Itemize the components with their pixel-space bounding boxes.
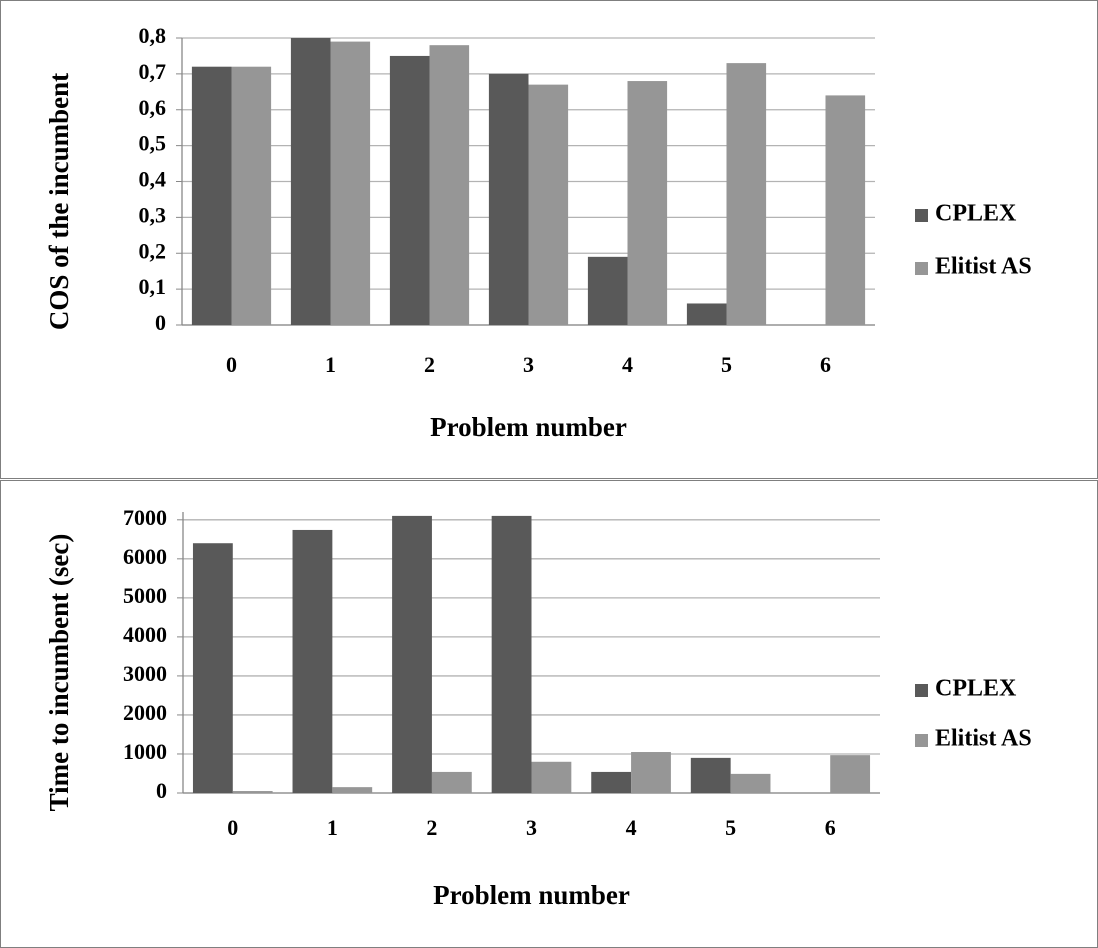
y-tick-label: 0,5 — [139, 131, 167, 156]
bar — [830, 755, 871, 793]
y-axis-title: Time to incumbent (sec) — [44, 534, 74, 812]
x-axis-title: Problem number — [433, 880, 630, 910]
bar — [528, 84, 569, 325]
y-axis-title: COS of the incumbent — [44, 73, 74, 330]
bar — [730, 773, 771, 793]
bar — [429, 45, 470, 326]
y-tick-label: 0,2 — [139, 238, 167, 263]
x-tick-label: 1 — [327, 815, 338, 840]
y-tick-label: 0 — [155, 310, 166, 335]
bar — [192, 543, 233, 793]
x-tick-label: 0 — [226, 352, 237, 377]
x-tick-label: 1 — [325, 352, 336, 377]
y-tick-label: 3000 — [123, 661, 167, 686]
legend-label: Elitist AS — [935, 726, 1032, 752]
bar — [332, 787, 373, 793]
x-tick-label: 2 — [426, 815, 437, 840]
y-tick-label: 0,7 — [139, 59, 167, 84]
x-tick-label: 6 — [825, 815, 836, 840]
y-tick-label: 2000 — [123, 700, 167, 725]
bar — [292, 529, 333, 793]
y-tick-label: 0,6 — [139, 95, 167, 120]
bar — [591, 771, 632, 793]
bar — [631, 752, 671, 793]
bar — [627, 81, 668, 325]
bar — [232, 791, 273, 793]
x-tick-label: 0 — [227, 815, 238, 840]
x-tick-label: 4 — [626, 815, 637, 840]
legend-label: Elitist AS — [935, 254, 1032, 280]
legend-label: CPLEX — [935, 201, 1017, 227]
bar — [690, 757, 731, 793]
legend-swatch — [915, 209, 928, 222]
bar — [488, 73, 529, 325]
bar — [231, 66, 272, 325]
x-tick-label: 5 — [721, 352, 732, 377]
x-tick-label: 3 — [526, 815, 537, 840]
y-tick-label: 0,4 — [139, 167, 167, 192]
bar — [290, 38, 331, 325]
y-tick-label: 4000 — [123, 622, 167, 647]
bar — [389, 55, 430, 325]
bar — [825, 95, 866, 326]
x-tick-label: 6 — [820, 352, 831, 377]
bar — [431, 771, 472, 793]
bar — [330, 41, 371, 326]
x-axis-title: Problem number — [430, 412, 627, 442]
bar — [726, 63, 767, 326]
x-tick-label: 4 — [622, 352, 633, 377]
y-tick-label: 0,3 — [139, 202, 167, 227]
y-tick-label: 1000 — [123, 739, 167, 764]
x-tick-label: 2 — [424, 352, 435, 377]
y-tick-label: 7000 — [123, 505, 167, 530]
bar — [686, 303, 727, 325]
bar — [531, 761, 572, 793]
legend-label: CPLEX — [935, 676, 1017, 702]
legend-swatch — [915, 734, 928, 747]
legend-swatch — [915, 684, 928, 697]
y-tick-label: 0,8 — [139, 23, 167, 48]
y-tick-label: 0 — [156, 778, 167, 803]
x-tick-label: 5 — [725, 815, 736, 840]
bar — [392, 515, 432, 793]
legend-swatch — [915, 262, 928, 275]
bar — [491, 515, 532, 793]
y-tick-label: 6000 — [123, 544, 167, 569]
y-tick-label: 5000 — [123, 583, 167, 608]
x-tick-label: 3 — [523, 352, 534, 377]
bar — [587, 256, 628, 325]
y-tick-label: 0,1 — [139, 274, 167, 299]
bar — [191, 66, 232, 325]
